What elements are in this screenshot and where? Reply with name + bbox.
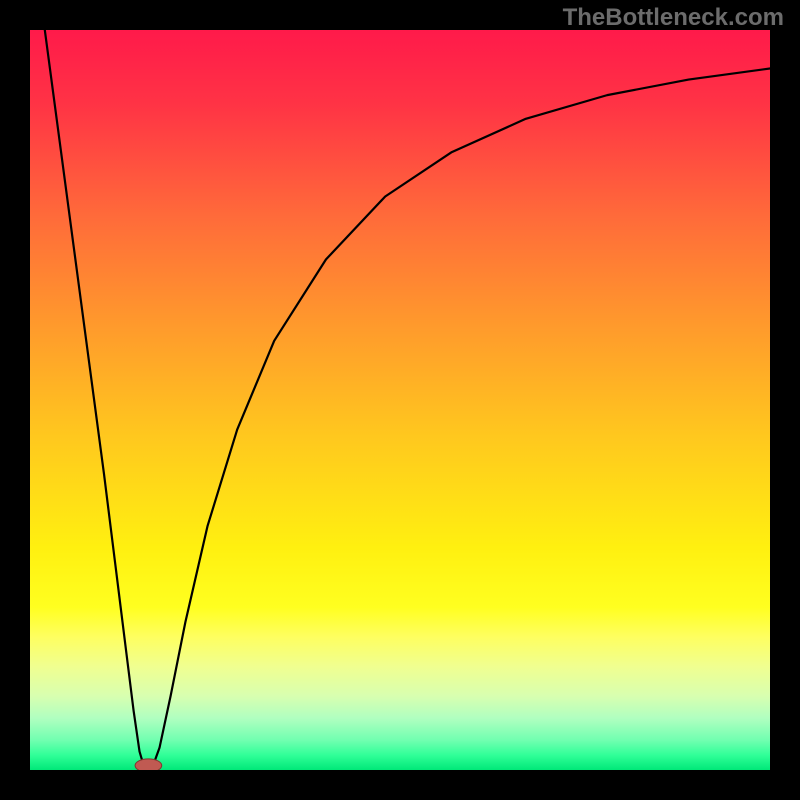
gradient-background [30,30,770,770]
plot-area [30,30,770,770]
chart-container: TheBottleneck.com [0,0,800,800]
chart-svg [30,30,770,770]
watermark-label: TheBottleneck.com [563,4,784,32]
valley-marker [135,759,162,770]
